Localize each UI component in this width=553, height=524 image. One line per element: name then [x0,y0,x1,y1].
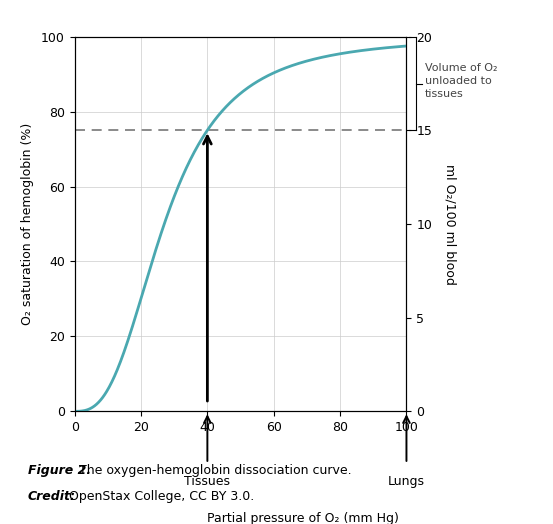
Text: tissues: tissues [425,89,463,99]
Text: Figure 2.: Figure 2. [28,464,91,477]
Text: The oxygen-hemoglobin dissociation curve.: The oxygen-hemoglobin dissociation curve… [75,464,351,477]
Text: Credit:: Credit: [28,490,76,503]
Text: Tissues: Tissues [184,475,231,488]
Y-axis label: ml O₂/100 ml blood: ml O₂/100 ml blood [443,163,456,285]
Text: unloaded to: unloaded to [425,75,492,85]
Text: OpenStax College, CC BY 3.0.: OpenStax College, CC BY 3.0. [65,490,254,503]
Text: Partial pressure of O₂ (mm Hg): Partial pressure of O₂ (mm Hg) [207,512,399,524]
Y-axis label: O₂ saturation of hemoglobin (%): O₂ saturation of hemoglobin (%) [21,123,34,325]
Text: Volume of O₂: Volume of O₂ [425,62,497,72]
Text: Lungs: Lungs [388,475,425,488]
